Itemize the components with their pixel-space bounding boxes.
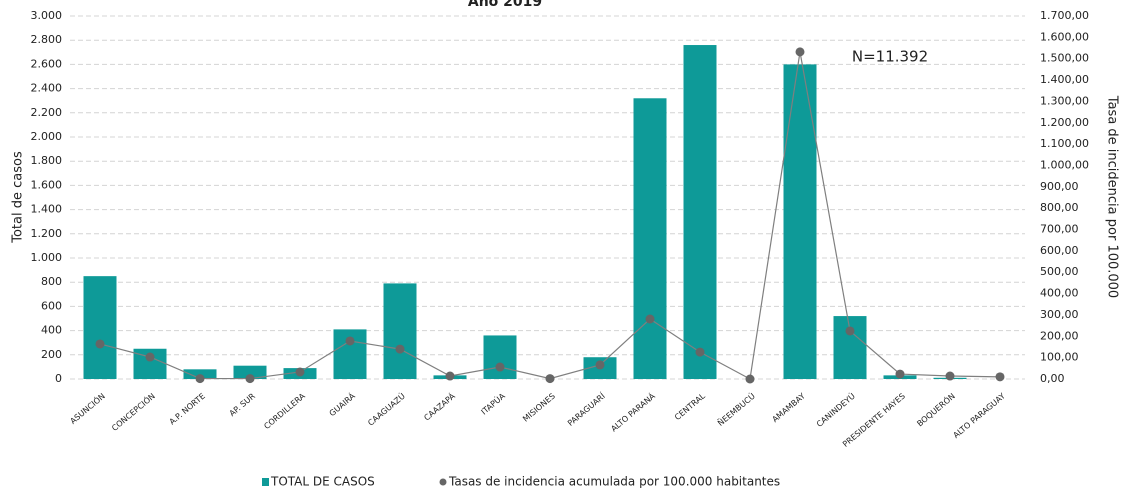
x-tick-label: CORDILLERA bbox=[262, 391, 307, 431]
x-tick-label: MISIONES bbox=[521, 392, 557, 424]
y2-tick-label: 1.400,00 bbox=[1040, 73, 1089, 86]
y2-tick-label: 100,00 bbox=[1040, 351, 1079, 364]
bar bbox=[83, 276, 117, 379]
y2-tick-label: 1.100,00 bbox=[1040, 137, 1089, 150]
y2-tick-label: 1.500,00 bbox=[1040, 52, 1089, 65]
y2-axis-title: Tasa de incidencia por 100.000 bbox=[1105, 95, 1120, 298]
y-tick-label: 2.000 bbox=[31, 130, 63, 143]
point bbox=[495, 362, 505, 372]
point bbox=[795, 47, 805, 57]
y2-tick-label: 700,00 bbox=[1040, 223, 1079, 236]
bar bbox=[633, 98, 667, 379]
y-tick-label: 400 bbox=[41, 324, 62, 337]
y-tick-label: 2.800 bbox=[31, 33, 63, 46]
x-tick-label: GUAIRÁ bbox=[326, 390, 357, 418]
legend-swatch bbox=[262, 478, 269, 486]
y-tick-label: 1.600 bbox=[31, 178, 63, 191]
y-tick-label: 2.400 bbox=[31, 82, 63, 95]
x-tick-label: AP. SUR bbox=[228, 391, 258, 418]
y-tick-label: 600 bbox=[41, 299, 62, 312]
x-tick-label: ALTO PARANÁ bbox=[608, 390, 657, 434]
y-tick-label: 3.000 bbox=[31, 9, 63, 22]
point bbox=[345, 336, 355, 346]
y2-tick-label: 600,00 bbox=[1040, 244, 1079, 257]
point bbox=[745, 374, 755, 384]
bar bbox=[683, 45, 717, 379]
point bbox=[145, 352, 155, 362]
y2-tick-label: 1.000,00 bbox=[1040, 158, 1089, 171]
x-tick-label: ITAPÚA bbox=[478, 390, 507, 417]
bar bbox=[383, 283, 417, 379]
point bbox=[695, 347, 705, 357]
y-tick-label: 2.600 bbox=[31, 57, 63, 70]
x-tick-label: CAAGUAZÚ bbox=[365, 390, 407, 428]
y2-tick-label: 1.600,00 bbox=[1040, 30, 1089, 43]
point bbox=[845, 326, 855, 336]
bar bbox=[233, 365, 267, 379]
x-tick-label: PARAGUARÍ bbox=[565, 390, 608, 428]
y-tick-label: 0 bbox=[55, 372, 62, 385]
x-tick-label: CENTRAL bbox=[673, 391, 707, 422]
x-tick-label: ASUNCIÓN bbox=[67, 390, 107, 426]
point bbox=[195, 374, 205, 384]
point bbox=[895, 369, 905, 379]
point bbox=[545, 374, 555, 384]
y2-tick-label: 800,00 bbox=[1040, 201, 1079, 214]
x-tick-label: BOQUERÓN bbox=[914, 390, 957, 428]
x-tick-label: ÑEEMBUCÚ bbox=[715, 390, 757, 428]
y2-tick-label: 400,00 bbox=[1040, 287, 1079, 300]
chart-title: Año 2019 bbox=[468, 0, 542, 10]
point bbox=[445, 371, 455, 381]
point bbox=[645, 314, 655, 324]
y2-tick-label: 1.300,00 bbox=[1040, 94, 1089, 107]
point bbox=[245, 374, 255, 384]
x-tick-label: CONCEPCIÓN bbox=[109, 390, 157, 433]
y-tick-label: 800 bbox=[41, 275, 62, 288]
point bbox=[995, 372, 1005, 382]
point bbox=[945, 371, 955, 381]
y2-tick-label: 1.200,00 bbox=[1040, 116, 1089, 129]
y-tick-label: 200 bbox=[41, 348, 62, 361]
y-tick-label: 1.800 bbox=[31, 154, 63, 167]
y2-tick-label: 0,00 bbox=[1040, 372, 1065, 385]
y-tick-label: 1.000 bbox=[31, 251, 63, 264]
y2-tick-label: 1.700,00 bbox=[1040, 9, 1089, 22]
y-tick-label: 1.400 bbox=[31, 203, 63, 216]
y-tick-label: 2.200 bbox=[31, 106, 63, 119]
legend-label: TOTAL DE CASOS bbox=[270, 475, 375, 489]
x-tick-label: AMAMBAY bbox=[770, 391, 806, 424]
legend-label: Tasas de incidencia acumulada por 100.00… bbox=[448, 475, 780, 489]
point bbox=[95, 339, 105, 349]
point bbox=[595, 360, 605, 370]
point bbox=[295, 367, 305, 377]
y2-tick-label: 200,00 bbox=[1040, 329, 1079, 342]
annotation: N=11.392 bbox=[852, 48, 928, 66]
y-tick-label: 1.200 bbox=[31, 227, 63, 240]
x-tick-label: CANINDEYÚ bbox=[814, 390, 857, 429]
bar bbox=[483, 335, 517, 379]
y2-tick-label: 500,00 bbox=[1040, 265, 1079, 278]
y2-tick-label: 900,00 bbox=[1040, 180, 1079, 193]
x-tick-label: ALTO PARAGUAY bbox=[952, 391, 1007, 440]
bar bbox=[833, 316, 867, 379]
x-tick-label: A.P. NORTE bbox=[168, 392, 207, 427]
point bbox=[395, 344, 405, 354]
legend-swatch bbox=[439, 478, 447, 486]
y-axis-title: Total de casos bbox=[11, 151, 26, 244]
y2-tick-label: 300,00 bbox=[1040, 308, 1079, 321]
x-tick-label: CAAZAPÁ bbox=[421, 390, 457, 423]
bar bbox=[783, 64, 817, 380]
